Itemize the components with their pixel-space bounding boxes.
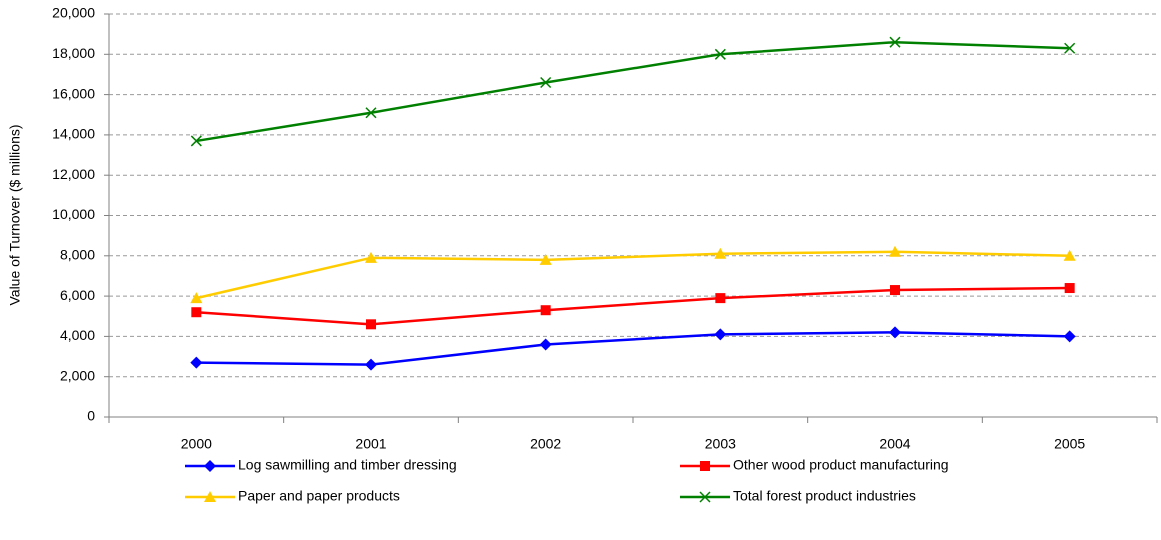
y-tick-label: 2,000 [60,367,95,383]
marker [1063,249,1076,261]
y-axis-label: Value of Turnover ($ millions) [7,124,23,305]
marker [365,251,377,263]
x-tick-label: 2000 [181,436,212,452]
marker [700,461,710,471]
y-tick-label: 4,000 [60,327,95,343]
y-tick-label: 12,000 [52,166,95,182]
x-tick-label: 2005 [1054,436,1085,452]
marker [714,247,727,259]
marker [539,338,552,351]
marker [1063,330,1076,343]
marker [540,305,551,316]
marker [699,491,711,503]
marker [714,48,726,60]
marker [889,36,901,48]
marker [204,491,216,502]
series-line [196,250,1070,300]
marker [190,356,203,369]
y-tick-label: 8,000 [60,247,95,263]
marker [204,460,216,472]
marker [366,319,376,330]
x-tick-label: 2003 [705,436,736,452]
y-tick-label: 6,000 [60,287,95,303]
series-line [196,331,1070,366]
marker [715,293,726,304]
legend-label: Log sawmilling and timber dressing [238,457,457,473]
marker [890,285,900,296]
y-tick-label: 18,000 [52,45,95,61]
marker [365,358,377,371]
y-tick-label: 10,000 [52,206,95,222]
x-tick-label: 2001 [355,436,386,452]
x-tick-label: 2004 [879,436,910,452]
marker [190,292,203,304]
series-line [196,286,1070,326]
y-tick-label: 16,000 [52,85,95,101]
x-tick-label: 2002 [530,436,561,452]
marker [889,326,901,339]
marker [539,253,552,265]
marker [191,307,202,318]
legend-label: Other wood product manufacturing [733,457,949,473]
y-tick-label: 20,000 [52,5,95,21]
marker [714,328,727,341]
marker [365,107,377,119]
marker [1064,42,1076,54]
marker [190,135,202,147]
y-tick-label: 0 [87,408,95,424]
marker [889,245,901,257]
marker [1064,283,1075,294]
legend-label: Paper and paper products [238,488,400,504]
marker [540,76,552,89]
legend-label: Total forest product industries [733,488,916,504]
y-tick-label: 14,000 [52,126,95,142]
series-line [196,40,1070,143]
